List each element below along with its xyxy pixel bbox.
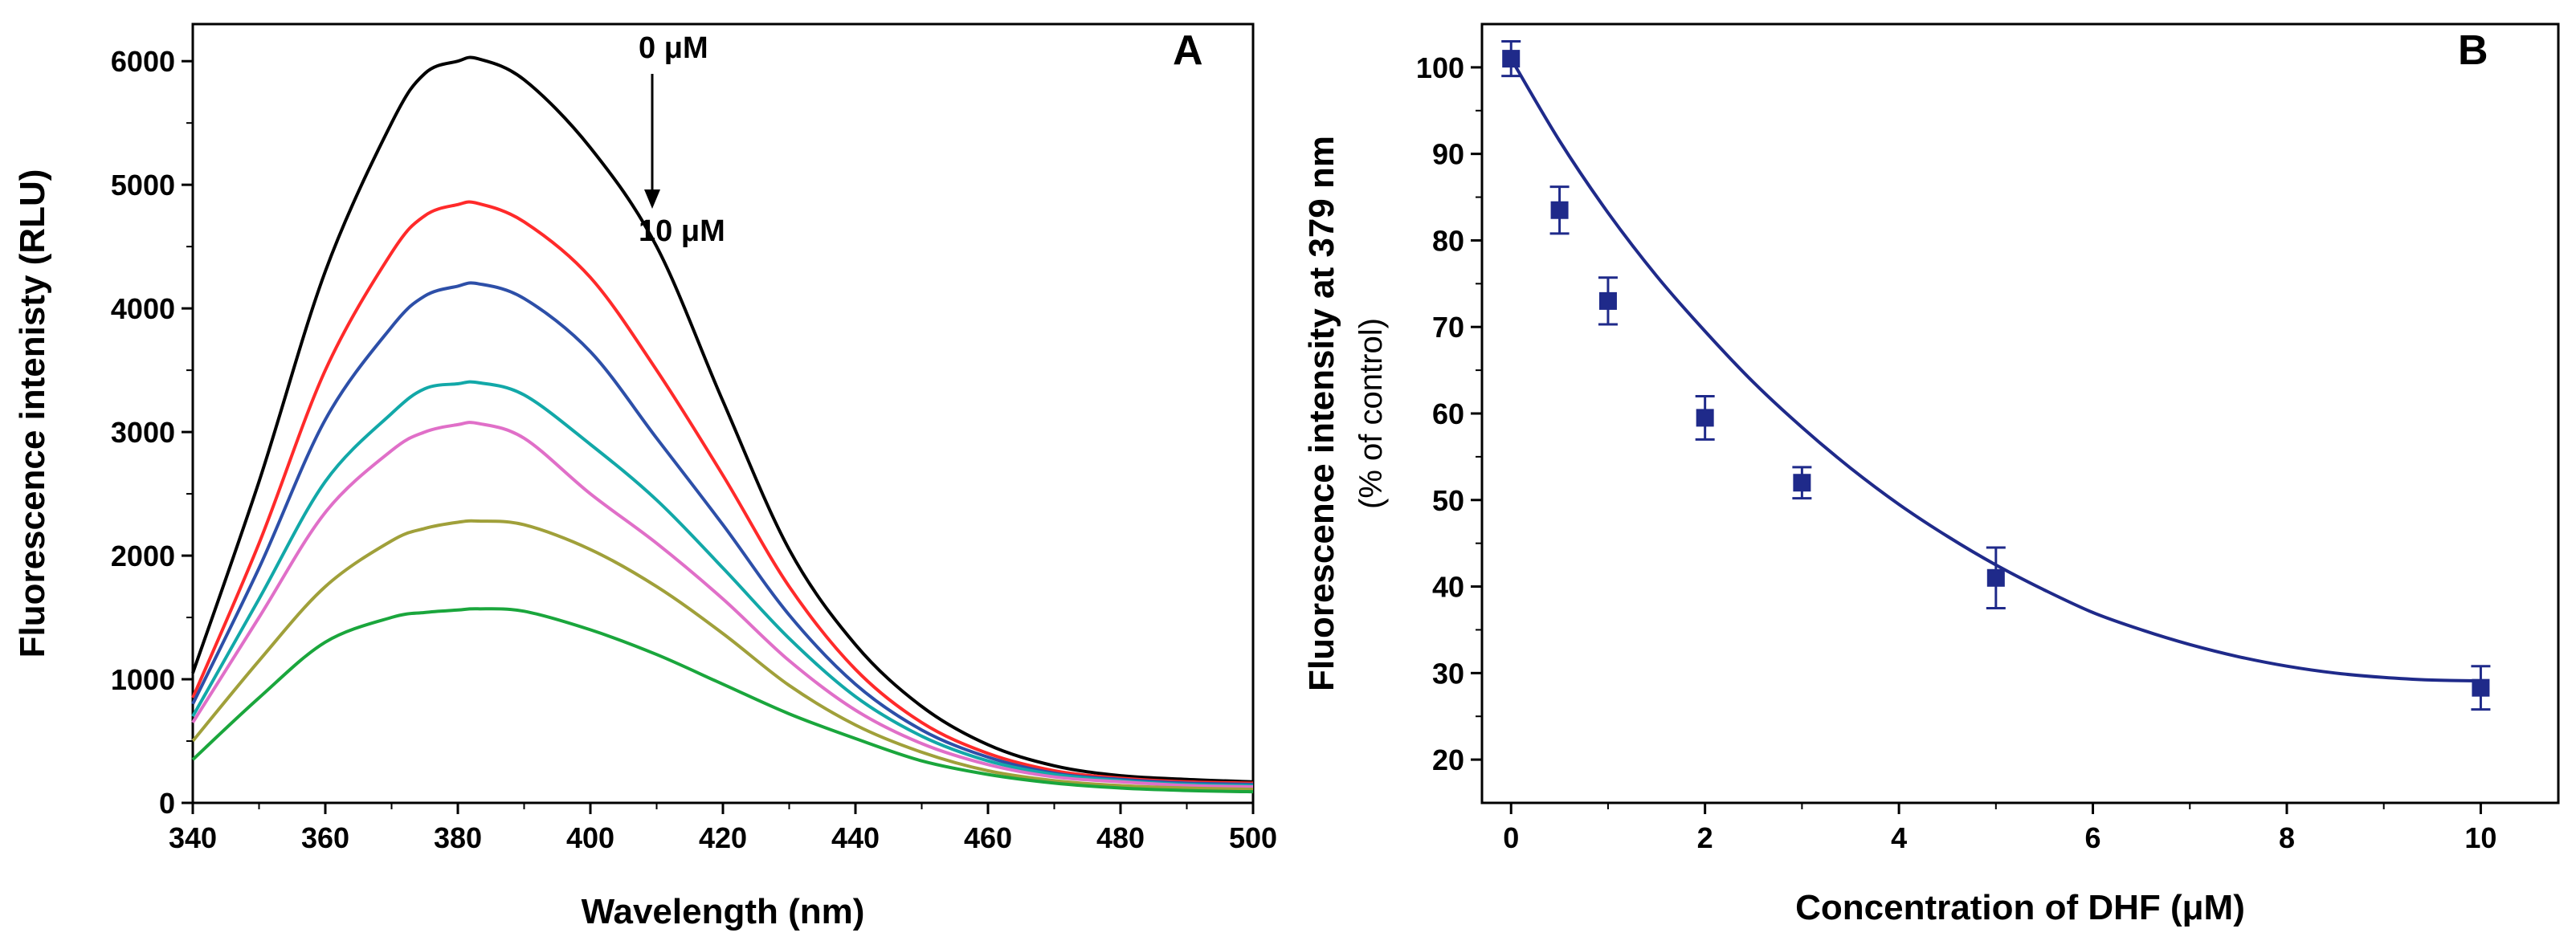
y-tick-label: 6000	[111, 45, 175, 78]
x-tick-label: 480	[1096, 821, 1145, 854]
y-tick-label: 80	[1432, 224, 1464, 257]
data-point	[1793, 474, 1811, 492]
x-tick-label: 420	[699, 821, 747, 854]
spectrum-line-5	[191, 421, 1254, 788]
x-tick-label: 440	[831, 821, 880, 854]
spectrum-line-3	[191, 281, 1254, 786]
concentration-arrowhead	[644, 189, 660, 209]
y-tick-label: 60	[1432, 397, 1464, 430]
x-tick-label: 380	[434, 821, 482, 854]
spectrum-line-4	[191, 380, 1254, 788]
x-tick-label: 8	[2279, 821, 2295, 854]
x-tick-label: 0	[1503, 821, 1519, 854]
panel-b: 0 2 4 6 8 10 20 30 40 50 60 70 80 90 100 Concentratio…	[1302, 22, 2560, 927]
y-tick-label: 5000	[111, 169, 175, 202]
spectrum-line-7	[191, 607, 1254, 794]
panel-a-y-axis-title: Fluorescence intenisty (RLU)	[13, 169, 52, 658]
panel-b-y-ticks: 20 30 40 50 60 70 80 90 100	[1416, 51, 1482, 776]
y-tick-label: 2000	[111, 540, 175, 572]
data-point	[2472, 678, 2490, 697]
panel-a-label: A	[1173, 27, 1203, 74]
y-tick-label: 40	[1432, 571, 1464, 604]
y-tick-label: 100	[1416, 51, 1464, 84]
panel-a-x-axis-title: Wavelength (nm)	[582, 892, 865, 931]
y-tick-label: 0	[159, 787, 175, 820]
annotation-bottom: 10 μM	[639, 214, 725, 248]
x-tick-label: 340	[169, 821, 217, 854]
x-tick-label: 460	[964, 821, 1012, 854]
y-tick-label: 3000	[111, 416, 175, 449]
x-tick-label: 500	[1229, 821, 1277, 854]
data-point	[1550, 201, 1569, 219]
panel-a-series	[191, 55, 1254, 794]
x-tick-label: 6	[2085, 821, 2101, 854]
panel-b-label: B	[2458, 27, 2488, 74]
data-point	[1986, 568, 2005, 587]
annotation-top: 0 μM	[639, 31, 708, 65]
spectrum-line-2	[191, 200, 1254, 785]
fit-curve	[1509, 58, 2481, 682]
spectrum-line-6	[191, 519, 1254, 792]
y-tick-label: 50	[1432, 484, 1464, 517]
y-tick-label: 20	[1432, 743, 1464, 776]
data-point	[1502, 50, 1521, 68]
y-tick-label: 70	[1432, 311, 1464, 344]
x-tick-label: 4	[1891, 821, 1907, 854]
y-tick-label: 1000	[111, 663, 175, 696]
x-tick-label: 2	[1697, 821, 1713, 854]
x-tick-label: 10	[2464, 821, 2496, 854]
panel-b-y-axis-subtitle: (% of control)	[1353, 318, 1389, 509]
panel-b-fit	[1509, 58, 2481, 682]
panel-b-x-ticks: 0 2 4 6 8 10	[1503, 803, 2496, 854]
x-tick-label: 400	[566, 821, 614, 854]
panel-b-points	[1501, 40, 2491, 711]
panel-b-y-axis-title: Fluorescence intensity at 379 nm	[1302, 136, 1341, 691]
panel-b-x-axis-title: Concentration of DHF (μM)	[1795, 888, 2245, 927]
data-point	[1696, 409, 1714, 427]
panel-a: 340 360 380 400 420 440 460 480 500 0 1000 2000 300…	[13, 22, 1277, 931]
data-point	[1598, 291, 1617, 310]
y-tick-label: 90	[1432, 138, 1464, 171]
panel-b-frame	[1480, 22, 2560, 804]
x-tick-label: 360	[301, 821, 349, 854]
panel-a-frame	[191, 22, 1255, 804]
spectrum-line-1	[191, 55, 1254, 784]
y-tick-label: 30	[1432, 657, 1464, 690]
panel-a-x-ticks: 340 360 380 400 420 440 460 480 500	[169, 803, 1277, 854]
y-tick-label: 4000	[111, 292, 175, 325]
panel-a-y-ticks: 0 1000 2000 3000 4000 5000 6000	[111, 45, 193, 820]
